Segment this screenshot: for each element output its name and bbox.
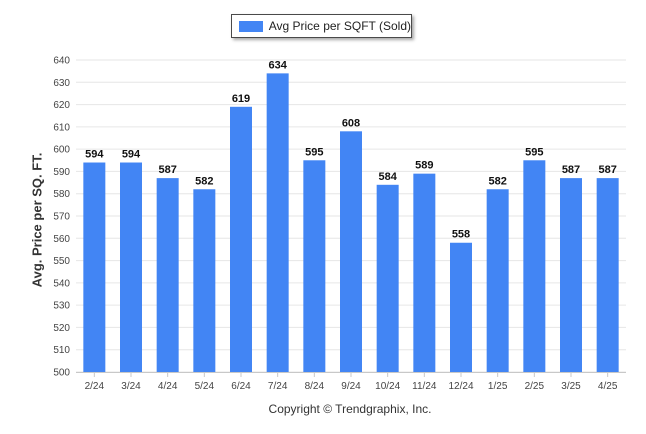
bar: [83, 162, 106, 372]
bar: [376, 184, 399, 372]
x-tick-label: 3/24: [121, 381, 141, 392]
bar: [413, 173, 436, 372]
x-tick-label: 7/24: [268, 381, 288, 392]
bar: [486, 189, 509, 372]
legend: Avg Price per SQFT (Sold): [231, 14, 412, 38]
x-tick-label: 4/24: [158, 381, 178, 392]
y-tick-label: 500: [53, 368, 70, 379]
copyright-footer: Copyright © Trendgraphix, Inc.: [268, 402, 432, 416]
data-label: 608: [342, 117, 360, 129]
bar: [156, 178, 179, 372]
y-tick-label: 630: [53, 78, 70, 89]
data-label: 595: [525, 146, 543, 158]
bar: [596, 178, 619, 372]
y-tick-label: 540: [53, 278, 70, 289]
bar: [450, 242, 472, 372]
bar: [193, 189, 216, 372]
data-label: 589: [415, 160, 433, 172]
y-tick-label: 530: [53, 301, 70, 312]
data-label: 595: [305, 146, 323, 158]
y-tick-label: 510: [53, 345, 70, 356]
data-label: 619: [232, 93, 250, 105]
y-tick-label: 550: [53, 256, 70, 267]
y-tick-label: 600: [53, 145, 70, 156]
data-label: 594: [122, 149, 141, 161]
y-tick-label: 560: [53, 234, 70, 245]
data-label: 558: [452, 229, 470, 241]
data-label: 582: [488, 175, 506, 187]
x-tick-label: 11/24: [412, 381, 437, 392]
bar: [120, 162, 142, 372]
bar: [303, 160, 326, 372]
y-tick-label: 570: [53, 212, 70, 223]
bar: [230, 106, 252, 373]
x-tick-label: 8/24: [305, 381, 325, 392]
x-tick-label: 3/25: [561, 381, 581, 392]
bar: [340, 131, 362, 372]
x-tick-label: 6/24: [231, 381, 251, 392]
x-tick-label: 5/24: [195, 381, 215, 392]
bar: [266, 73, 289, 372]
y-tick-label: 610: [53, 122, 70, 133]
data-label: 584: [378, 171, 397, 183]
legend-swatch: [239, 20, 263, 32]
x-tick-label: 2/24: [85, 381, 105, 392]
data-label: 587: [562, 164, 580, 176]
bar: [523, 160, 546, 372]
data-label: 582: [195, 175, 213, 187]
data-label: 634: [268, 59, 287, 71]
y-tick-label: 620: [53, 100, 70, 111]
legend-label: Avg Price per SQFT (Sold): [268, 19, 411, 33]
bar: [560, 178, 582, 372]
y-tick-label: 640: [53, 56, 70, 67]
x-tick-label: 12/24: [448, 381, 473, 392]
x-tick-label: 2/25: [525, 381, 545, 392]
y-tick-label: 590: [53, 167, 70, 178]
data-label: 587: [598, 164, 616, 176]
y-tick-label: 520: [53, 323, 70, 334]
x-tick-label: 9/24: [341, 381, 361, 392]
data-label: 594: [85, 149, 104, 161]
x-tick-label: 4/25: [598, 381, 618, 392]
y-tick-label: 580: [53, 189, 70, 200]
data-label: 587: [158, 164, 176, 176]
x-tick-label: 1/25: [488, 381, 508, 392]
x-tick-label: 10/24: [375, 381, 400, 392]
